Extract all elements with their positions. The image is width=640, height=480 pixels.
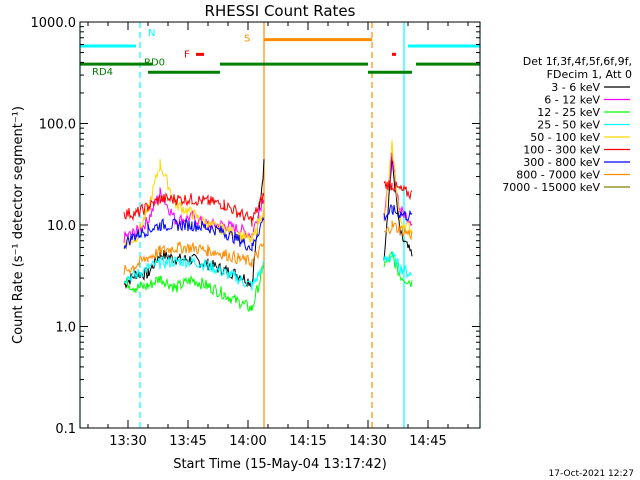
x-axis-label: Start Time (15-May-04 13:17:42) — [173, 457, 387, 472]
series-line-12-25-kev — [123, 264, 265, 313]
x-tick-label: 14:15 — [289, 434, 326, 449]
x-tick-label: 14:45 — [409, 434, 446, 449]
flag-label-n: N — [148, 28, 155, 39]
series-line-25-50-kev — [123, 255, 265, 291]
series-line-100-300-kev — [123, 192, 265, 227]
chart-title: RHESSI Count Rates — [205, 2, 356, 20]
x-tick-label: 13:30 — [109, 434, 146, 449]
legend-entry-label: 12 - 25 keV — [537, 106, 600, 119]
flag-label-s: S — [244, 34, 250, 45]
legend-entry-label: 7000 - 15000 keV — [502, 181, 600, 194]
x-tick-label: 13:45 — [169, 434, 206, 449]
legend-entry-label: 50 - 100 keV — [530, 131, 600, 144]
legend-header-line-2: FDecim 1, Att 0 — [547, 68, 632, 81]
legend-header-line-1: Det 1f,3f,4f,5f,6f,9f, — [523, 55, 632, 68]
legend: Det 1f,3f,4f,5f,6f,9f, FDecim 1, Att 0 3… — [502, 55, 632, 194]
legend-entry-label: 6 - 12 keV — [544, 94, 600, 107]
series-line-800-7000-kev — [383, 220, 413, 241]
series-line-25-50-kev — [383, 251, 413, 279]
series-line-50-100-kev — [123, 159, 265, 251]
flag-label-rd4: RD4 — [92, 67, 113, 78]
legend-entry-label: 100 - 300 keV — [523, 144, 600, 157]
y-tick-label: 10.0 — [47, 219, 76, 234]
series-line-3-6-kev — [383, 153, 413, 261]
legend-entry-label: 800 - 7000 keV — [516, 169, 600, 182]
series-line-300-800-kev — [383, 204, 413, 222]
x-tick-label: 14:30 — [349, 434, 386, 449]
series-line-800-7000-kev — [123, 241, 265, 275]
footer-timestamp: 17-Oct-2021 12:27 — [549, 469, 634, 479]
y-axis-label: Count Rate (s⁻¹ detector segment⁻¹) — [11, 106, 26, 344]
flag-label-f: F — [184, 49, 190, 60]
series-line-12-25-kev — [383, 251, 413, 288]
legend-entry-label: 25 - 50 keV — [537, 119, 600, 132]
axes: 13:30 13:45 14:00 14:15 14:30 14:45 0.1 1.0 10.0… — [31, 16, 480, 449]
legend-entry-label: 300 - 800 keV — [523, 156, 600, 169]
chart-marks: N S F RD0 RD4 — [79, 22, 481, 428]
series-line-300-800-kev — [123, 216, 265, 252]
y-tick-label: 100.0 — [39, 118, 76, 133]
y-tick-label: 1000.0 — [31, 16, 77, 31]
series-line-50-100-kev — [383, 140, 413, 234]
flag-label-rd0: RD0 — [144, 57, 165, 68]
y-tick-label: 0.1 — [55, 422, 76, 437]
x-tick-label: 14:00 — [229, 434, 266, 449]
y-tick-label: 1.0 — [55, 321, 76, 336]
series-line-100-300-kev — [383, 180, 413, 201]
legend-entry-label: 3 - 6 keV — [551, 81, 600, 94]
